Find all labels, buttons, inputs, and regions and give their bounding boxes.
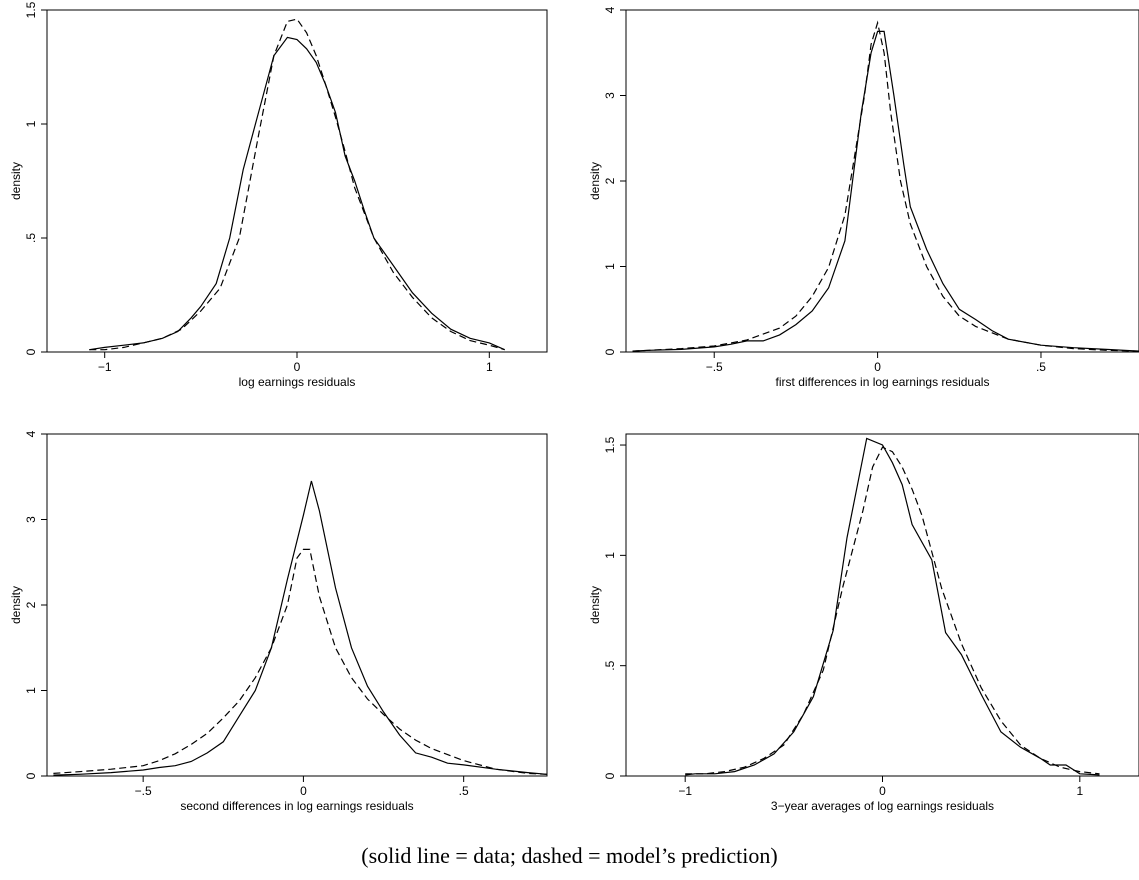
- x-tick-label: −1: [98, 360, 112, 374]
- y-tick-label: 1: [603, 263, 617, 270]
- y-tick-label: 1: [24, 120, 38, 127]
- plot-frame: [625, 433, 1139, 777]
- y-tick-label: .5: [24, 233, 38, 243]
- x-tick-label: 0: [874, 360, 881, 374]
- x-tick-label: 0: [294, 360, 301, 374]
- y-tick-label: 0: [24, 348, 38, 355]
- plot-frame: [46, 9, 548, 353]
- y-tick-label: 4: [24, 430, 38, 437]
- x-tick-label: −.5: [706, 360, 723, 374]
- y-axis-label: density: [588, 586, 602, 624]
- chart-panel-1: −1 0 1 0 .5 1 1.5 log earnings residuals density: [9, 1, 548, 389]
- x-tick-label: .5: [459, 784, 469, 798]
- x-tick-label: −1: [678, 784, 692, 798]
- x-tick-label: 0: [879, 784, 886, 798]
- x-tick-label: 0: [300, 784, 307, 798]
- x-axis-label: second differences in log earnings resid…: [180, 799, 413, 813]
- y-tick-label: 2: [24, 601, 38, 608]
- figure-caption: (solid line = data; dashed = model’s pre…: [361, 843, 778, 868]
- chart-panel-4: −1 0 1 0 .5 1 1.5 3−year averages of log earnin…: [588, 433, 1139, 813]
- data-line: [53, 480, 548, 776]
- y-axis-label: density: [9, 586, 23, 624]
- x-tick-label: .5: [1036, 360, 1046, 374]
- y-tick-label: 0: [24, 772, 38, 779]
- data-line: [685, 437, 1100, 776]
- x-axis-label: first differences in log earnings residu…: [776, 375, 990, 389]
- x-axis-label: log earnings residuals: [239, 375, 356, 389]
- y-tick-label: 1.5: [24, 1, 38, 18]
- y-tick-label: 3: [24, 516, 38, 523]
- model-prediction-line: [89, 18, 505, 351]
- y-tick-label: 1: [603, 552, 617, 559]
- plot-frame: [625, 9, 1139, 353]
- plot-frame: [46, 433, 548, 777]
- x-tick-label: 1: [1076, 784, 1083, 798]
- y-axis-label: density: [9, 162, 23, 200]
- y-axis-label: density: [588, 162, 602, 200]
- x-tick-label: −.5: [135, 784, 152, 798]
- y-tick-label: 3: [603, 92, 617, 99]
- y-tick-label: 1.5: [603, 436, 617, 453]
- model-prediction-line: [632, 20, 1139, 352]
- y-tick-label: 4: [603, 6, 617, 13]
- x-axis-label: 3−year averages of log earnings residual…: [771, 799, 994, 813]
- model-prediction-line: [53, 548, 548, 775]
- y-tick-label: 0: [603, 772, 617, 779]
- y-tick-label: .5: [603, 660, 617, 670]
- chart-panel-2: −.5 0 .5 0 1 2 3 4 first differences in log earn…: [588, 6, 1139, 389]
- model-prediction-line: [685, 446, 1100, 775]
- chart-panel-3: −.5 0 .5 0 1 2 3 4 second differences in log ear…: [9, 430, 548, 813]
- x-tick-label: 1: [486, 360, 493, 374]
- data-line: [89, 36, 505, 351]
- y-tick-label: 0: [603, 348, 617, 355]
- y-tick-label: 2: [603, 177, 617, 184]
- y-tick-label: 1: [24, 687, 38, 694]
- data-line: [632, 30, 1139, 352]
